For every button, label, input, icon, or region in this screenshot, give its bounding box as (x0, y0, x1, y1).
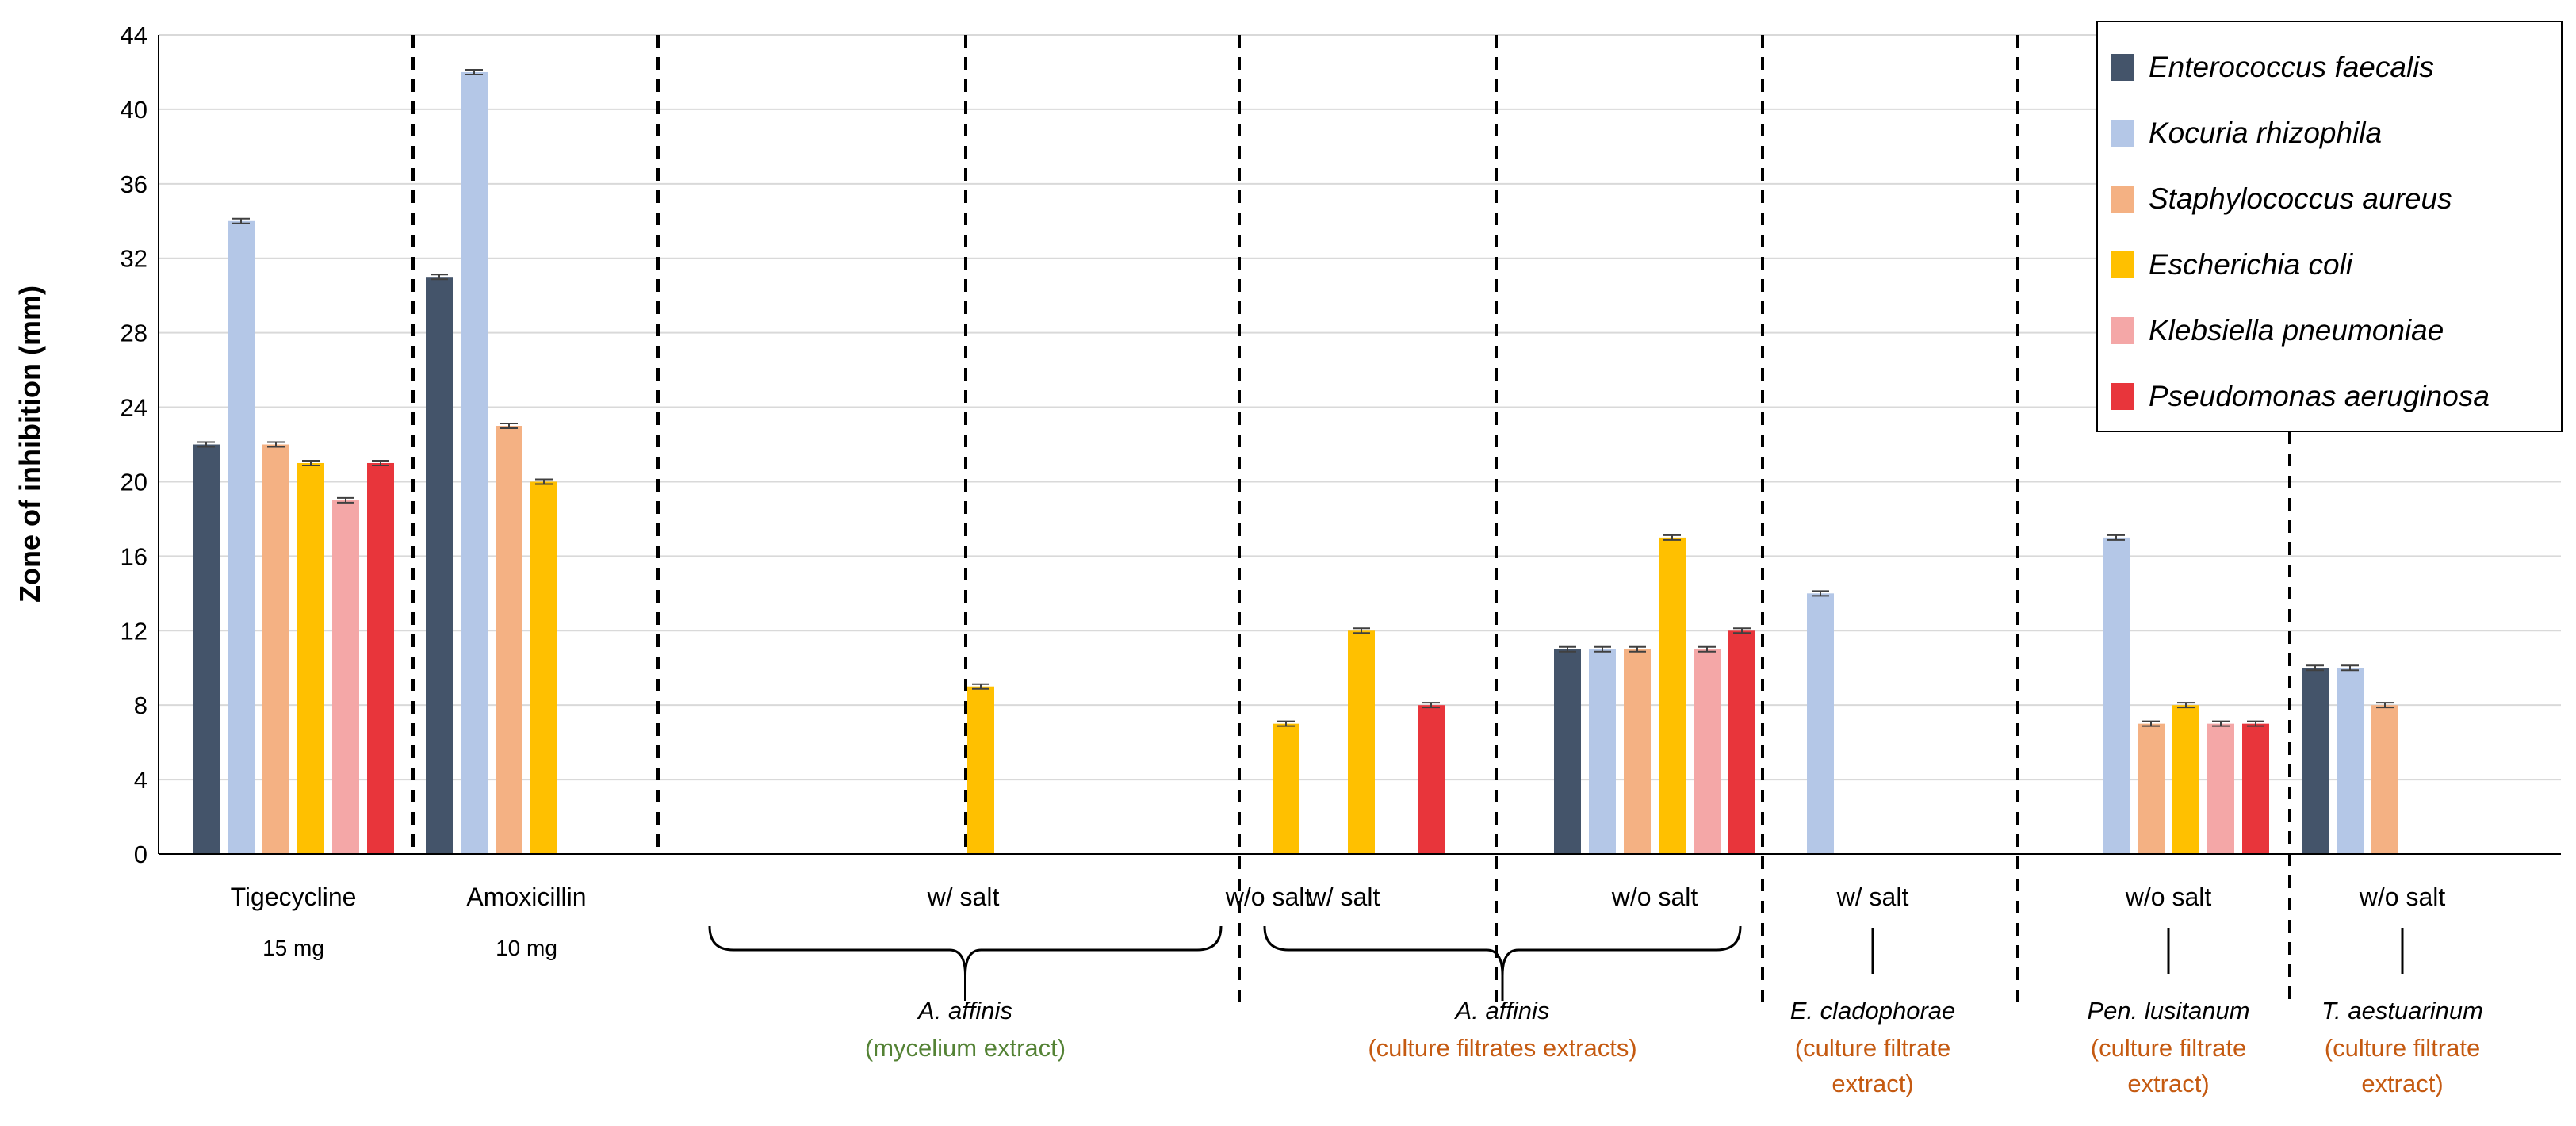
category-dividers (411, 35, 2291, 1007)
bar (967, 686, 994, 854)
category-label: w/o salt (2125, 883, 2212, 911)
group-subtitle: extract) (2361, 1070, 2443, 1097)
y-tick-label: 20 (121, 468, 147, 496)
bar (426, 277, 453, 854)
group-name: A. affinis (917, 997, 1012, 1025)
legend-swatch (2111, 120, 2134, 147)
legend-swatch (2111, 54, 2134, 81)
group-name: E. cladophorae (1790, 997, 1956, 1025)
y-tick-label: 40 (121, 96, 147, 124)
category-label: w/o salt (2359, 883, 2446, 911)
group-subtitle: (culture filtrate (2091, 1034, 2246, 1062)
y-tick-label: 28 (121, 320, 147, 347)
legend-swatch (2111, 383, 2134, 410)
group-subtitle: extract) (1832, 1070, 1913, 1097)
category-label: w/o salt (1225, 883, 1312, 911)
legend-label: Escherichia coli (2149, 248, 2354, 281)
category-sublabel: 10 mg (496, 936, 557, 960)
group-name: Pen. lusitanum (2087, 997, 2249, 1025)
category-sublabel: 15 mg (262, 936, 324, 960)
category-label: w/ salt (927, 883, 1000, 911)
bar (1554, 649, 1581, 854)
group-brace (1263, 925, 1742, 976)
bar (1624, 649, 1651, 854)
category-label: Tigecycline (231, 883, 357, 911)
bar (1348, 630, 1375, 854)
group-name: T. aestuarinum (2321, 997, 2483, 1025)
legend-swatch (2111, 186, 2134, 213)
category-label: w/ salt (1307, 883, 1380, 911)
group-name: A. affinis (1454, 997, 1550, 1025)
bar (297, 462, 324, 854)
y-tick-label: 32 (121, 245, 147, 273)
y-tick-label: 4 (134, 766, 147, 794)
bar (193, 444, 220, 854)
bar (1418, 705, 1445, 854)
y-tick-label: 24 (121, 394, 147, 422)
bar (1273, 723, 1299, 854)
bar (1728, 630, 1755, 854)
legend-label: Kocuria rhizophila (2149, 117, 2382, 149)
y-tick-label: 12 (121, 617, 147, 645)
bar (530, 481, 557, 854)
bar (2138, 723, 2165, 854)
y-tick-label: 16 (121, 542, 147, 570)
y-tick-label: 36 (121, 170, 147, 198)
bars (193, 68, 2398, 855)
bar (1807, 593, 1834, 854)
bar (2371, 705, 2398, 854)
bar (2302, 668, 2329, 854)
group-subtitle: (culture filtrate (2325, 1034, 2480, 1062)
category-label: Amoxicillin (466, 883, 586, 911)
legend-label: Staphylococcus aureus (2149, 182, 2452, 215)
y-axis-title: Zone of inhibition (mm) (13, 285, 46, 603)
legend-box (2096, 21, 2563, 432)
group-brace (708, 925, 1223, 976)
legend-label: Enterococcus faecalis (2149, 51, 2434, 83)
group-subtitle: extract) (2127, 1070, 2209, 1097)
bar (2337, 668, 2364, 854)
group-annotations: A. affinis (mycelium extract) A. affinis (c… (708, 925, 2483, 1097)
category-label: w/o salt (1611, 883, 1698, 911)
bar (461, 71, 488, 855)
y-tick-label: 8 (134, 691, 147, 719)
legend-label: Pseudomonas aeruginosa (2149, 380, 2490, 412)
legend-swatch (2111, 317, 2134, 344)
legend-label: Klebsiella pneumoniae (2149, 314, 2444, 347)
bar (2207, 723, 2234, 854)
y-tick-label: 0 (134, 841, 147, 868)
bar (1694, 649, 1721, 854)
bar (496, 426, 522, 854)
group-subtitle: (mycelium extract) (865, 1034, 1066, 1062)
bar (228, 220, 255, 855)
bar (1659, 537, 1686, 854)
bar (1589, 649, 1616, 854)
bar (2103, 537, 2130, 854)
group-subtitle: (culture filtrates extracts) (1368, 1034, 1636, 1062)
bar (367, 462, 394, 854)
legend: Enterococcus faecalis Kocuria rhizophila S… (2096, 21, 2563, 432)
axes (158, 35, 2561, 855)
y-tick-label: 44 (121, 21, 147, 49)
group-subtitle: (culture filtrate (1795, 1034, 1950, 1062)
legend-swatch (2111, 251, 2134, 278)
bar (262, 444, 289, 854)
category-label: w/ salt (1836, 883, 1909, 911)
bar (2172, 705, 2199, 854)
y-tick-labels: 0 4 8 12 16 20 24 28 32 36 40 44 (121, 21, 147, 868)
bar (2242, 723, 2269, 854)
bar (332, 500, 359, 854)
